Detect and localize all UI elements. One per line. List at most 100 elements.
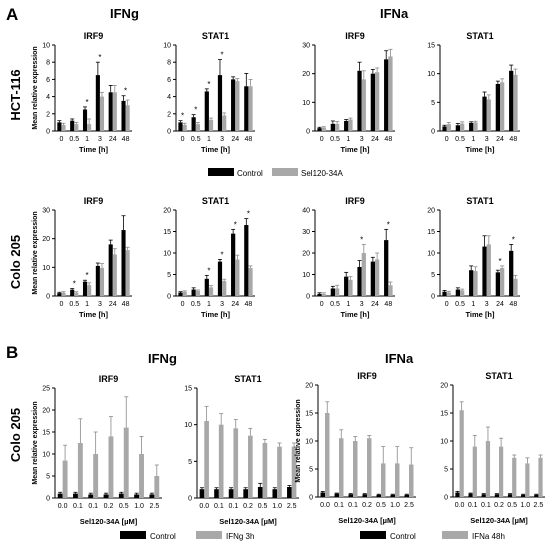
chart-1-bar-0-1 (191, 117, 196, 131)
chart-0-ytick-label-4: 8 (46, 60, 50, 67)
chart-9-bar-0-3 (243, 489, 248, 498)
chart-8-bar-1-5 (139, 454, 144, 498)
chart-1-xtick-label-4: 24 (231, 136, 239, 143)
chart-5-ytick-label-0: 0 (167, 294, 171, 301)
chart-7-bar-1-5 (513, 278, 518, 296)
chart-10-xtick-label-3: 0.2 (362, 502, 372, 509)
chart-10-bar-1-2 (353, 441, 358, 497)
chart-8-bar-1-1 (77, 443, 83, 498)
chart-3-bar-1-4 (500, 82, 505, 131)
chart-4-ylabel: Mean relative expression (32, 211, 39, 294)
chart-1-star-3: * (221, 51, 224, 60)
chart-8-bar-0-2 (88, 494, 94, 498)
chart-6-ytick-label-0: 0 (306, 294, 310, 301)
chart-3-bar-1-2 (473, 122, 478, 131)
chart-10-ytick-label-4: 20 (305, 383, 313, 390)
chart-8-bar-0-0 (57, 493, 63, 498)
chart-7-bar-0-3 (482, 246, 487, 296)
chart-9-bar-1-6 (291, 446, 297, 498)
chart-0-ytick-label-0: 0 (46, 129, 50, 136)
chart-5-xtick-label-4: 24 (231, 301, 239, 308)
chart-6-ytick-label-3: 30 (302, 229, 310, 236)
chart-0-xtick-label-2: 1 (85, 136, 89, 143)
chart-4-xtick-label-4: 24 (109, 301, 117, 308)
chart-1-ytick-label-0: 0 (167, 129, 171, 136)
chart-3-bar-0-4 (495, 83, 500, 131)
chart-5-bar-0-1 (191, 289, 196, 296)
chart-10-ytick-label-0: 0 (309, 495, 313, 502)
chart-6-bar-1-2 (348, 279, 353, 296)
chart-4-bar-1-3 (99, 267, 105, 296)
legend-a-label-treated: Sel120-34A (301, 169, 343, 178)
chart-4-bar-0-2 (82, 281, 88, 296)
chart-11-ytick-label-2: 10 (440, 439, 448, 446)
chart-9-ytick-label-3: 15 (184, 386, 192, 393)
chart-2-xtick-label-4: 24 (371, 136, 379, 143)
chart-4-bar-1-2 (87, 285, 92, 296)
chart-10-bar-1-1 (339, 438, 344, 497)
chart-7-xtick-label-5: 48 (509, 301, 517, 308)
chart-0-star-3: * (98, 53, 101, 62)
chart-4-star-1: * (73, 280, 76, 289)
chart-2-ytick-label-1: 10 (302, 100, 310, 107)
chart-9-xtick-label-5: 1.0 (272, 503, 282, 510)
chart-0-title: IRF9 (84, 31, 104, 41)
chart-1-xtick-label-3: 3 (220, 136, 224, 143)
chart-2-xtick-label-0: 0 (320, 136, 324, 143)
chart-1-bar-1-4 (235, 81, 240, 131)
row-label-hct116: HCT-116 (8, 69, 23, 120)
chart-1-ytick-label-3: 6 (167, 77, 171, 84)
chart-5-ytick-label-2: 10 (163, 251, 171, 258)
chart-2-bar-1-4 (375, 72, 380, 131)
chart-7-ytick-label-0: 0 (431, 294, 435, 301)
chart-11-bar-0-1 (468, 493, 473, 497)
chart-2-bar-1-3 (361, 79, 366, 131)
chart-11-xtick-label-3: 0.2 (494, 502, 504, 509)
legend-b-left-swatch-control (120, 531, 146, 539)
chart-0-bar-0-5 (121, 100, 126, 131)
chart-3-xtick-label-5: 48 (509, 136, 517, 143)
chart-3-xtick-label-0: 0 (445, 136, 449, 143)
chart-4-bar-0-5 (121, 230, 126, 296)
chart-3-title: STAT1 (466, 31, 493, 41)
chart-6-bar-1-5 (388, 285, 393, 296)
chart-11-ytick-label-1: 5 (444, 467, 448, 474)
chart-6-xtick-label-0: 0 (320, 301, 324, 308)
legend-b-right-swatch-control (360, 531, 386, 539)
chart-2-ytick-label-2: 20 (302, 71, 310, 78)
row-label-colo205-a: Colo 205 (8, 235, 23, 289)
chart-0-bar-0-0 (57, 122, 62, 131)
chart-0-bar-0-4 (108, 92, 113, 131)
chart-2-bar-0-3 (357, 70, 362, 131)
chart-4-bar-1-1 (74, 292, 79, 296)
chart-11-bar-0-4 (507, 494, 513, 497)
chart-2-xlabel: Time [h] (340, 145, 370, 154)
chart-5-bar-1-3 (222, 280, 227, 296)
chart-6-bar-0-4 (370, 261, 375, 296)
chart-9-bar-0-4 (257, 487, 263, 498)
chart-4-xtick-label-1: 0.5 (69, 301, 79, 308)
chart-6-bar-0-5 (384, 240, 389, 296)
chart-6-bar-1-4 (375, 259, 380, 296)
chart-6-bar-1-3 (361, 253, 366, 296)
chart-0-bar-0-3 (95, 75, 100, 131)
chart-8-bar-1-4 (123, 427, 129, 498)
chart-9-bar-0-0 (199, 489, 205, 498)
chart-0-ylabel: Mean relative expression (32, 46, 39, 129)
chart-7-ytick-label-3: 15 (427, 229, 435, 236)
chart-8-ytick-label-3: 15 (42, 430, 50, 437)
chart-9-bar-1-2 (233, 428, 239, 498)
chart-3-ytick-label-2: 10 (427, 71, 435, 78)
chart-9-xtick-label-3: 0.2 (243, 503, 253, 510)
chart-10-xtick-label-1: 0.1 (334, 502, 344, 509)
chart-1-xtick-label-0: 0 (181, 136, 185, 143)
chart-4-bar-1-4 (112, 254, 117, 296)
chart-11-bar-0-0 (455, 492, 460, 497)
chart-10-bar-0-1 (334, 493, 339, 497)
chart-4-title: IRF9 (84, 196, 104, 206)
chart-4-ytick-label-0: 0 (46, 294, 50, 301)
chart-5-bar-0-0 (178, 292, 183, 296)
chart-5-bar-1-2 (208, 287, 214, 296)
chart-7-bar-0-4 (495, 272, 500, 296)
